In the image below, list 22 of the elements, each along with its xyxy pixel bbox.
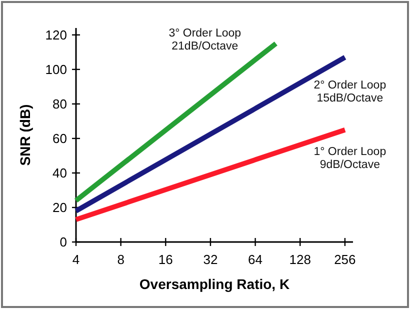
x-tick-label: 16 [158, 252, 173, 267]
annotation: 9dB/Octave [320, 158, 380, 171]
series-label: 1° Order Loop [314, 146, 386, 158]
x-tick-label: 32 [203, 252, 218, 267]
x-tick-label: 4 [72, 252, 80, 267]
annotation: 21dB/Octave [172, 40, 238, 53]
y-tick-label: 120 [45, 27, 67, 42]
x-axis-title: Oversampling Ratio, K [139, 276, 290, 292]
x-tick-label: 64 [248, 252, 263, 267]
y-tick-label: 80 [52, 96, 67, 112]
x-tick-label: 256 [334, 252, 356, 267]
x-tick-label: 128 [289, 252, 311, 267]
series-label: 2° Order Loop [314, 79, 386, 92]
y-tick-label: 40 [52, 165, 67, 180]
text: 3° Order Loop [168, 28, 242, 40]
x-tick-label: 8 [117, 252, 124, 267]
y-tick-label: 0 [60, 234, 67, 250]
y-tick-label: 60 [52, 130, 67, 146]
y-axis-title: SNR (dB) [17, 104, 33, 166]
annotation: 15dB/Octave [316, 92, 384, 104]
y-tick-label: 100 [45, 62, 67, 77]
y-tick-label: 20 [52, 200, 67, 215]
